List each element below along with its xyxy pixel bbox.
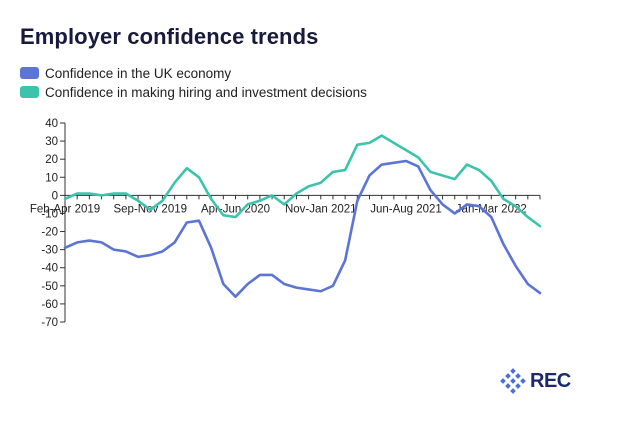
x-tick-label: Nov-Jan 2021 <box>285 203 357 215</box>
legend-item-economy: Confidence in the UK economy <box>20 64 367 82</box>
y-tick-label: 0 <box>52 190 58 202</box>
legend-label-hiring: Confidence in making hiring and investme… <box>45 84 367 100</box>
legend-label-economy: Confidence in the UK economy <box>45 65 232 81</box>
legend-swatch-economy <box>20 67 39 79</box>
y-tick-label: 40 <box>45 118 58 130</box>
y-tick-label: -50 <box>41 281 58 293</box>
rec-logo: REC <box>500 368 571 394</box>
y-tick-label: -20 <box>41 227 58 239</box>
x-tick-label: Feb-Apr 2019 <box>30 203 100 215</box>
y-tick-label: 20 <box>45 154 58 166</box>
y-tick-label: 10 <box>45 172 58 184</box>
y-tick-label: -10 <box>41 208 58 220</box>
legend-swatch-hiring <box>20 86 39 98</box>
chart-title: Employer confidence trends <box>20 24 319 49</box>
rec-logo-text: REC <box>530 369 571 392</box>
series-line-economy <box>63 159 542 298</box>
x-tick-label: Apr-Jun 2020 <box>201 203 270 215</box>
y-tick-label: -60 <box>41 299 58 311</box>
y-tick-label: -70 <box>41 317 58 329</box>
legend-item-hiring: Confidence in making hiring and investme… <box>20 83 367 101</box>
series-layer <box>63 134 542 298</box>
y-tick-label: -30 <box>41 245 58 257</box>
x-tick-label: Jun-Aug 2021 <box>370 203 442 215</box>
chart-legend: Confidence in the UK economy Confidence … <box>20 64 367 102</box>
y-axis: 40 30 20 10 0 -10 -20 -30 -40 -50 -60 -70 <box>41 118 66 329</box>
y-tick-label: -40 <box>41 263 58 275</box>
y-tick-label: 30 <box>45 136 58 148</box>
rec-logo-icon <box>500 368 526 394</box>
series-line-hiring <box>63 134 542 228</box>
